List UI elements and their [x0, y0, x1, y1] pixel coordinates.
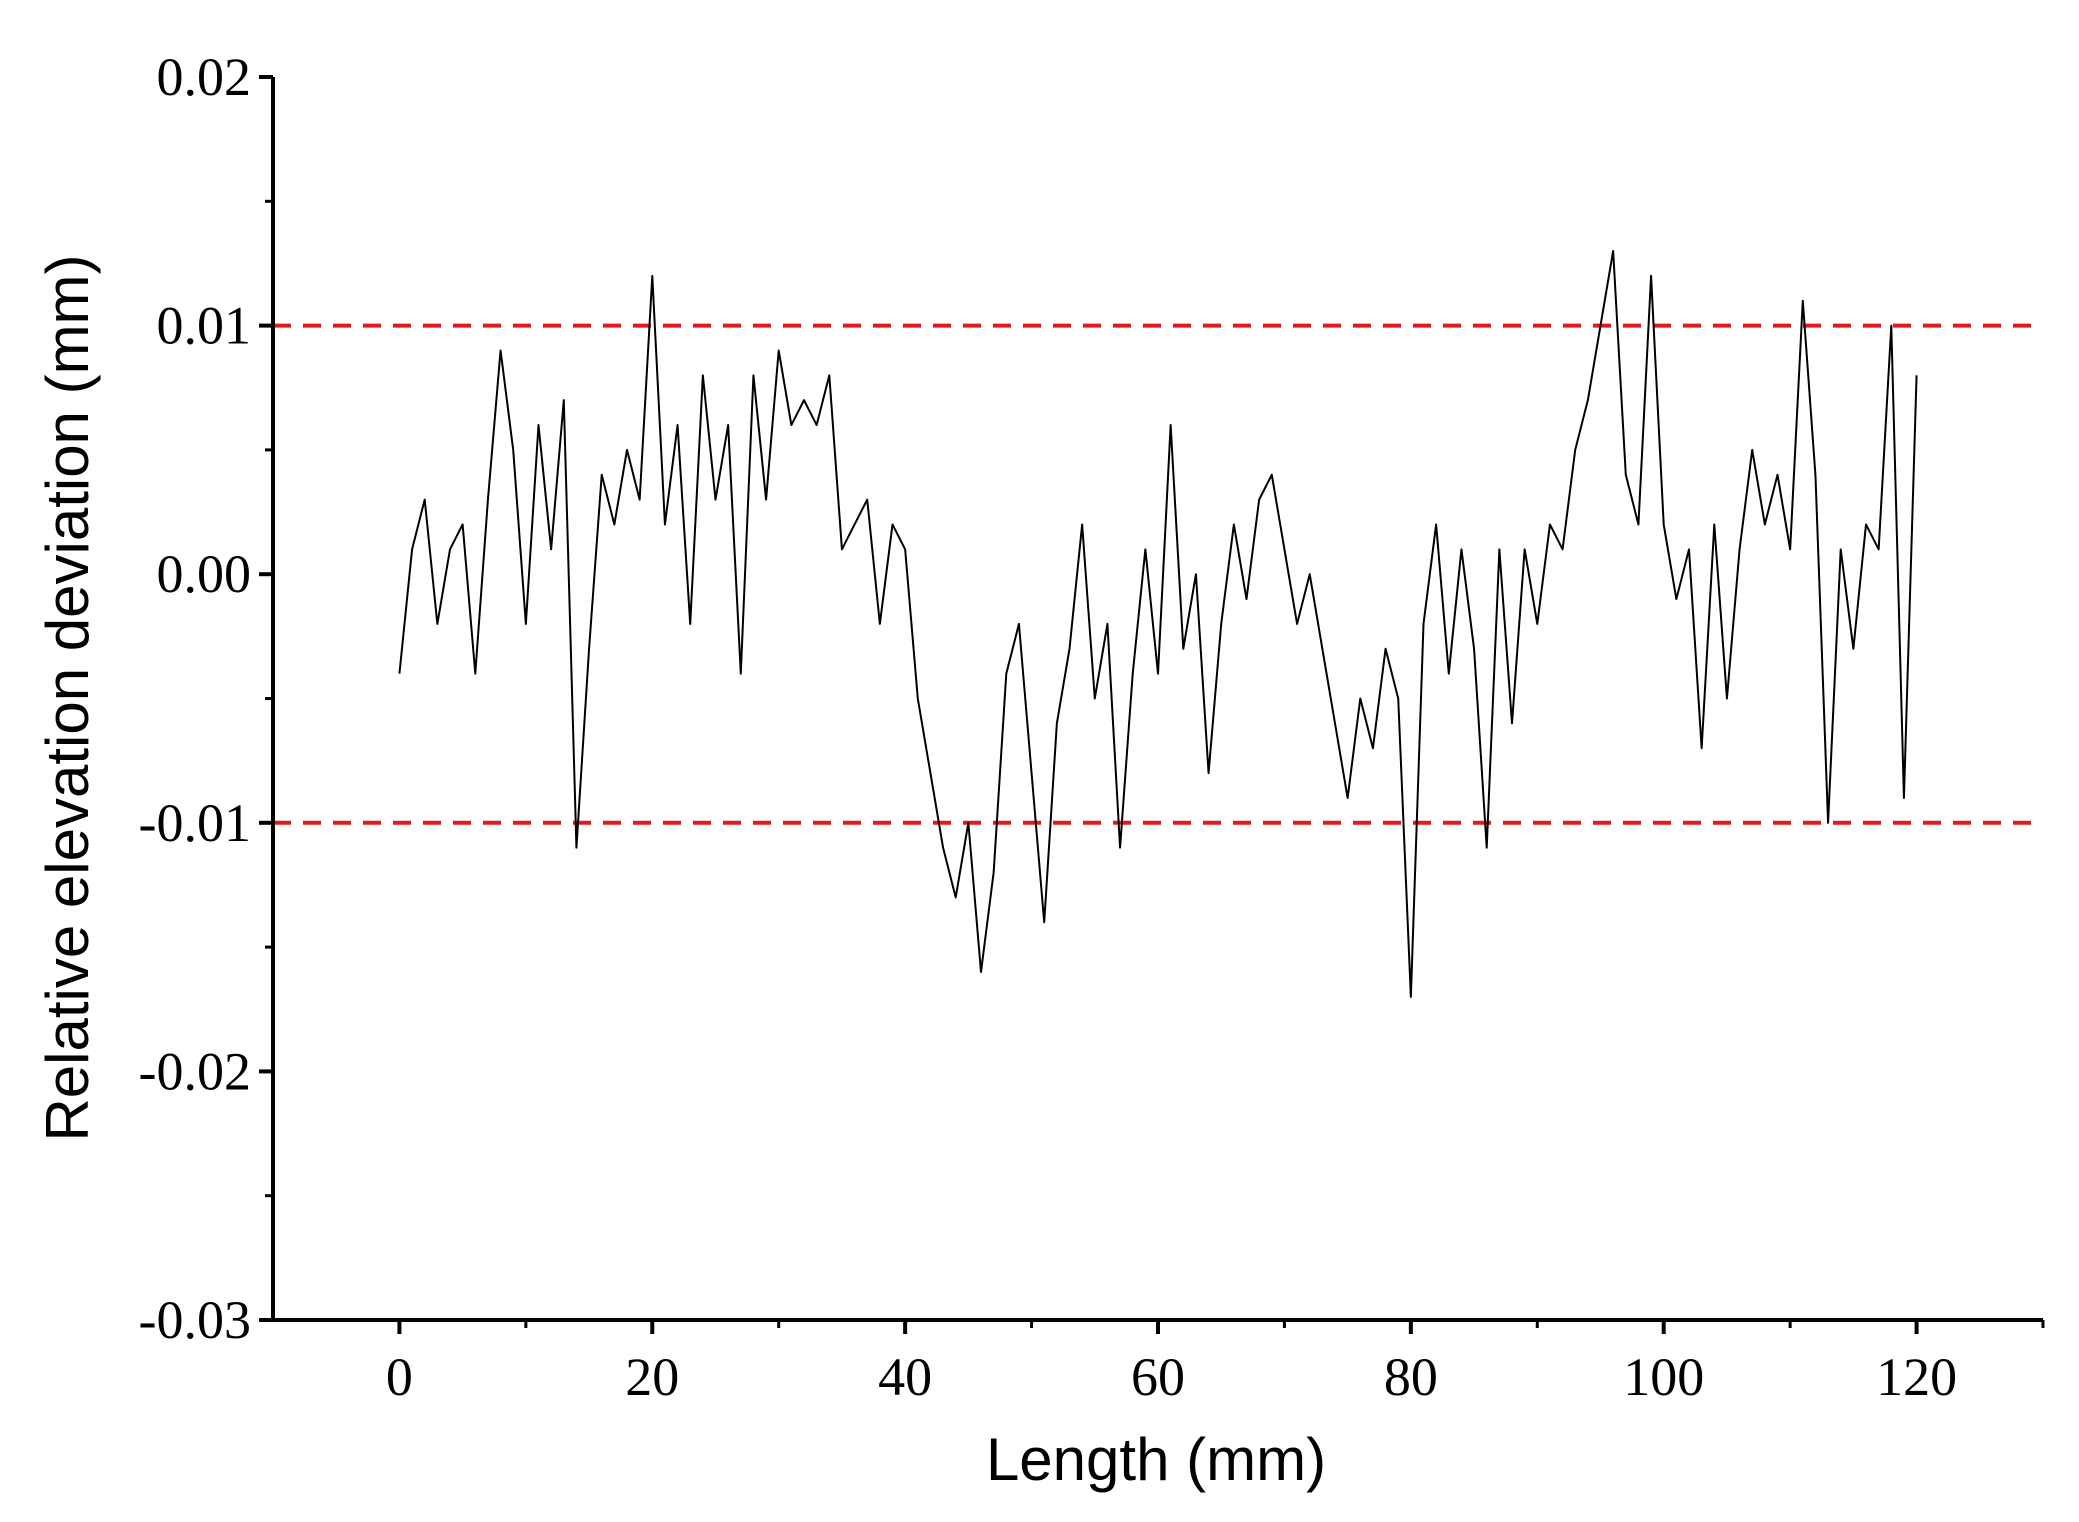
- x-tick-label: 100: [1623, 1347, 1704, 1407]
- x-tick-label: 20: [625, 1347, 679, 1407]
- data-line: [398, 250, 1918, 998]
- x-tick-label: 60: [1131, 1347, 1185, 1407]
- y-tick-label: 0.00: [157, 544, 252, 604]
- y-tick-label: 0.01: [157, 296, 252, 356]
- x-tick-label: 80: [1384, 1347, 1438, 1407]
- y-tick-label: -0.02: [139, 1041, 251, 1101]
- x-tick-label: 120: [1876, 1347, 1957, 1407]
- y-tick-label: 0.02: [157, 47, 252, 107]
- y-tick-label: -0.03: [139, 1290, 251, 1350]
- x-tick-label: 0: [386, 1347, 413, 1407]
- x-axis-title: Length (mm): [986, 1426, 1326, 1493]
- x-tick-label: 40: [878, 1347, 932, 1407]
- y-tick-label: -0.01: [139, 793, 251, 853]
- y-axis-title: Relative elevation deviation (mm): [34, 254, 101, 1141]
